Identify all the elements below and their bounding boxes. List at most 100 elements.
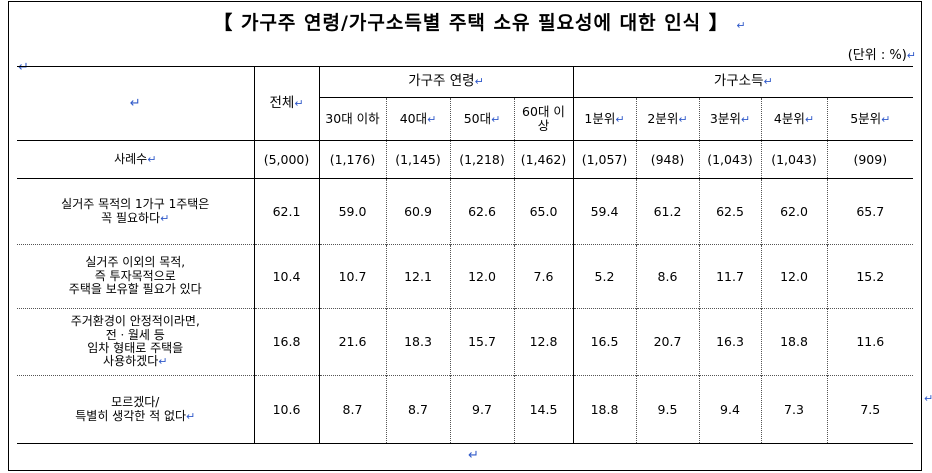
value-cell: 14.5 xyxy=(513,375,574,444)
row-label-line: 주택을 보유할 필요가 있다 xyxy=(68,282,202,297)
header-income-col-label: 1분위 xyxy=(584,110,616,126)
row-label-line: 사용하겠다 xyxy=(103,354,159,369)
value-cell: 12.0 xyxy=(449,244,515,309)
header-age-col-label: 30대 이하 xyxy=(325,111,380,126)
value-cell: 60.9 xyxy=(385,178,451,245)
value-cell: 9.7 xyxy=(449,375,515,444)
header-age-group: 가구주 연령↵ xyxy=(318,66,574,98)
frame-border-right xyxy=(921,1,922,471)
frame-border-left xyxy=(8,1,9,471)
value-cell: 11.6 xyxy=(826,308,914,376)
value-cell: 7.5 xyxy=(826,375,914,444)
row-label-line: 실거주 목적의 1가구 1주택은 xyxy=(61,197,210,212)
header-income-col-label: 5분위 xyxy=(850,110,882,126)
value-cell: 12.8 xyxy=(513,308,574,376)
table-row: 주거환경이 안정적이라면, 전ㆍ월세 등 임차 형태로 주택을 사용하겠다↵ 1… xyxy=(17,308,914,376)
row-label-line: 모르겠다/ xyxy=(111,395,160,410)
header-total: 전체↵ xyxy=(253,66,320,141)
return-mark-icon: ↵ xyxy=(763,75,773,89)
value-cell: 21.6 xyxy=(318,308,387,376)
value-cell: 8.7 xyxy=(385,375,451,444)
return-mark-icon: ↵ xyxy=(129,95,141,111)
return-mark-icon: ↵ xyxy=(736,19,747,32)
return-mark-icon: ↵ xyxy=(881,112,891,126)
value-cell: 18.8 xyxy=(760,308,828,376)
value-cell: 16.5 xyxy=(572,308,637,376)
value-cell: 59.0 xyxy=(318,178,387,245)
return-mark-icon: ↵ xyxy=(468,448,479,463)
count-cell: (1,176) xyxy=(318,140,387,179)
value-cell: 10.4 xyxy=(253,244,320,309)
return-mark-icon: ↵ xyxy=(804,112,815,126)
header-age-col: 50대↵ xyxy=(449,97,515,141)
value-cell: 11.7 xyxy=(698,244,762,309)
row-label-line: 실거주 이외의 목적, xyxy=(85,255,186,270)
header-income-group-label: 가구소득 xyxy=(713,73,764,90)
header-income-col-label: 2분위 xyxy=(647,110,679,126)
frame-border-bottom xyxy=(8,470,922,471)
return-mark-icon: ↵ xyxy=(186,409,196,423)
return-mark-icon: ↵ xyxy=(427,112,437,126)
count-cell: (1,043) xyxy=(760,140,828,179)
header-income-col: 2분위↵ xyxy=(635,97,700,141)
row-label-line: 꼭 필요하다 xyxy=(101,210,161,225)
header-income-col: 3분위↵ xyxy=(698,97,762,141)
value-cell: 65.0 xyxy=(513,178,574,245)
return-mark-icon: ↵ xyxy=(740,112,751,126)
return-mark-icon: ↵ xyxy=(294,96,304,110)
count-cell: (948) xyxy=(635,140,700,179)
unit-text: (단위 : %) xyxy=(847,48,907,63)
header-income-group: 가구소득↵ xyxy=(572,66,914,98)
header-total-label: 전체 xyxy=(269,94,295,111)
return-mark-icon: ↵ xyxy=(678,112,688,126)
header-row-columns: 30대 이하 40대↵ 50대↵ 60대 이상 1분위↵ 2분위↵ 3분위↵ 4… xyxy=(17,97,914,141)
row-label-text: 사례수 xyxy=(114,151,148,166)
header-age-col: 60대 이상 xyxy=(513,97,574,141)
table-title: 【 가구주 연령/가구소득별 주택 소유 필요성에 대한 인식 】 ↵ xyxy=(160,8,800,35)
value-cell: 18.3 xyxy=(385,308,451,376)
return-mark-icon: ↵ xyxy=(474,75,484,89)
return-mark-icon: ↵ xyxy=(615,112,625,126)
value-cell: 62.5 xyxy=(698,178,762,245)
value-cell: 62.0 xyxy=(760,178,828,245)
table-row: 모르겠다/ 특별히 생각한 적 없다↵ 10.6 8.7 8.7 9.7 14.… xyxy=(17,375,914,444)
survey-table: ↵ 전체↵ 가구주 연령↵ 가구소득↵ 30대 이하 40대↵ 50대↵ 60대… xyxy=(17,66,914,444)
value-cell: 8.6 xyxy=(635,244,700,309)
row-label: 실거주 목적의 1가구 1주택은 꼭 필요하다↵ xyxy=(17,178,255,245)
count-cell: (909) xyxy=(826,140,914,179)
value-cell: 10.7 xyxy=(318,244,387,309)
return-mark-icon: ↵ xyxy=(158,355,168,369)
value-cell: 18.8 xyxy=(572,375,637,444)
row-label: 실거주 이외의 목적, 즉 투자목적으로 주택을 보유할 필요가 있다 xyxy=(17,244,255,309)
return-mark-icon: ↵ xyxy=(491,112,501,126)
header-income-col: 5분위↵ xyxy=(826,97,914,141)
value-cell: 5.2 xyxy=(572,244,637,309)
row-label-line: 주거환경이 안정적이라면, xyxy=(70,314,200,329)
header-income-col: 4분위↵ xyxy=(760,97,828,141)
value-cell: 65.7 xyxy=(826,178,914,245)
header-age-col-label: 40대 xyxy=(399,110,428,126)
value-cell: 20.7 xyxy=(635,308,700,376)
header-age-col: 40대↵ xyxy=(385,97,451,141)
value-cell: 62.1 xyxy=(253,178,320,245)
return-mark-icon: ↵ xyxy=(924,392,932,405)
value-cell: 61.2 xyxy=(635,178,700,245)
count-cell: (1,145) xyxy=(385,140,451,179)
header-row-groups: ↵ 전체↵ 가구주 연령↵ 가구소득↵ xyxy=(17,66,914,141)
value-cell: 9.5 xyxy=(635,375,700,444)
header-age-group-label: 가구주 연령 xyxy=(408,73,475,90)
header-age-col: 30대 이하 xyxy=(318,97,387,141)
row-label-line: 임차 형태로 주택을 xyxy=(87,341,184,355)
value-cell: 12.0 xyxy=(760,244,828,309)
frame-border-top xyxy=(8,1,922,2)
value-cell: 7.3 xyxy=(760,375,828,444)
return-mark-icon: ↵ xyxy=(906,49,916,62)
value-cell: 8.7 xyxy=(318,375,387,444)
value-cell: 7.6 xyxy=(513,244,574,309)
row-label-line: 즉 투자목적으로 xyxy=(94,268,176,283)
count-cell: (1,218) xyxy=(449,140,515,179)
row-label-line: 전ㆍ월세 등 xyxy=(105,327,165,342)
row-label: 모르겠다/ 특별히 생각한 적 없다↵ xyxy=(17,375,255,444)
value-cell: 16.3 xyxy=(698,308,762,376)
header-income-col-label: 4분위 xyxy=(773,110,805,126)
